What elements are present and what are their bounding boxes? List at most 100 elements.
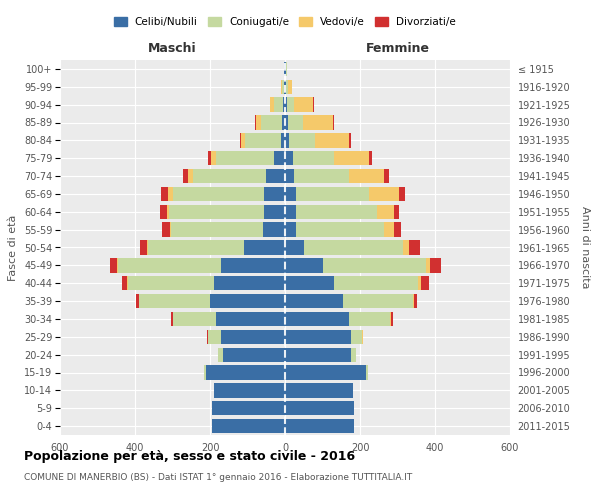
Legend: Celibi/Nubili, Coniugati/e, Vedovi/e, Divorziati/e: Celibi/Nubili, Coniugati/e, Vedovi/e, Di… bbox=[110, 12, 460, 31]
Bar bbox=[285, 348, 350, 362]
Bar bbox=[211, 151, 215, 166]
Bar bbox=[377, 204, 394, 219]
Bar bbox=[349, 133, 350, 148]
Bar bbox=[139, 294, 210, 308]
Bar bbox=[323, 258, 425, 272]
Bar bbox=[288, 80, 292, 94]
Bar bbox=[430, 258, 442, 272]
Bar bbox=[288, 116, 303, 130]
Bar bbox=[223, 348, 285, 362]
Bar bbox=[284, 80, 285, 94]
Bar bbox=[285, 169, 295, 183]
Bar bbox=[162, 222, 170, 237]
Bar bbox=[287, 98, 295, 112]
Bar bbox=[285, 133, 289, 148]
Bar bbox=[241, 133, 245, 148]
Bar bbox=[170, 222, 263, 237]
Bar bbox=[215, 312, 285, 326]
Bar bbox=[283, 98, 285, 112]
Bar bbox=[350, 348, 356, 362]
Bar bbox=[295, 169, 349, 183]
Bar bbox=[285, 258, 323, 272]
Bar bbox=[285, 401, 355, 415]
Bar bbox=[285, 330, 350, 344]
Bar bbox=[127, 276, 128, 290]
Bar bbox=[285, 383, 353, 398]
Bar bbox=[349, 169, 385, 183]
Bar bbox=[289, 133, 315, 148]
Bar bbox=[285, 204, 296, 219]
Bar bbox=[296, 222, 385, 237]
Bar bbox=[221, 258, 285, 272]
Bar bbox=[110, 258, 118, 272]
Bar bbox=[122, 276, 127, 290]
Bar bbox=[390, 312, 391, 326]
Bar bbox=[128, 276, 214, 290]
Bar bbox=[173, 312, 215, 326]
Text: Maschi: Maschi bbox=[148, 42, 197, 54]
Bar bbox=[160, 204, 167, 219]
Bar bbox=[296, 187, 370, 201]
Bar bbox=[161, 187, 168, 201]
Bar bbox=[274, 151, 285, 166]
Bar bbox=[409, 240, 420, 254]
Bar bbox=[256, 116, 262, 130]
Bar bbox=[140, 240, 147, 254]
Bar bbox=[270, 98, 274, 112]
Bar bbox=[266, 169, 285, 183]
Bar bbox=[285, 294, 343, 308]
Bar bbox=[265, 187, 285, 201]
Bar bbox=[214, 276, 285, 290]
Bar bbox=[343, 294, 413, 308]
Bar bbox=[391, 312, 392, 326]
Bar bbox=[303, 116, 333, 130]
Bar bbox=[333, 116, 334, 130]
Bar bbox=[148, 240, 244, 254]
Bar bbox=[295, 98, 313, 112]
Bar bbox=[313, 98, 314, 112]
Bar bbox=[286, 80, 288, 94]
Bar bbox=[285, 62, 286, 76]
Bar bbox=[285, 240, 304, 254]
Bar bbox=[245, 133, 281, 148]
Bar bbox=[425, 258, 430, 272]
Bar bbox=[208, 151, 211, 166]
Bar bbox=[167, 204, 169, 219]
Bar bbox=[193, 169, 266, 183]
Bar bbox=[394, 222, 401, 237]
Bar bbox=[262, 116, 282, 130]
Bar bbox=[169, 204, 265, 219]
Bar bbox=[315, 133, 349, 148]
Bar bbox=[210, 294, 285, 308]
Bar bbox=[215, 151, 274, 166]
Bar bbox=[136, 294, 139, 308]
Bar bbox=[218, 348, 223, 362]
Bar bbox=[334, 276, 418, 290]
Bar bbox=[304, 240, 403, 254]
Y-axis label: Fasce di età: Fasce di età bbox=[8, 214, 19, 280]
Bar bbox=[285, 312, 349, 326]
Bar bbox=[365, 366, 367, 380]
Bar bbox=[206, 366, 285, 380]
Bar bbox=[285, 276, 334, 290]
Bar bbox=[293, 151, 334, 166]
Bar bbox=[212, 419, 285, 433]
Bar bbox=[400, 187, 405, 201]
Bar bbox=[385, 222, 394, 237]
Bar bbox=[147, 240, 148, 254]
Bar bbox=[168, 187, 173, 201]
Bar bbox=[285, 222, 296, 237]
Text: Femmine: Femmine bbox=[365, 42, 430, 54]
Y-axis label: Anni di nascita: Anni di nascita bbox=[580, 206, 590, 289]
Bar bbox=[255, 116, 256, 130]
Bar bbox=[208, 330, 221, 344]
Bar bbox=[285, 151, 293, 166]
Bar bbox=[362, 330, 364, 344]
Bar bbox=[285, 98, 287, 112]
Bar bbox=[350, 330, 362, 344]
Bar bbox=[281, 80, 282, 94]
Bar bbox=[403, 240, 409, 254]
Bar bbox=[282, 116, 285, 130]
Bar bbox=[285, 116, 288, 130]
Bar bbox=[385, 169, 389, 183]
